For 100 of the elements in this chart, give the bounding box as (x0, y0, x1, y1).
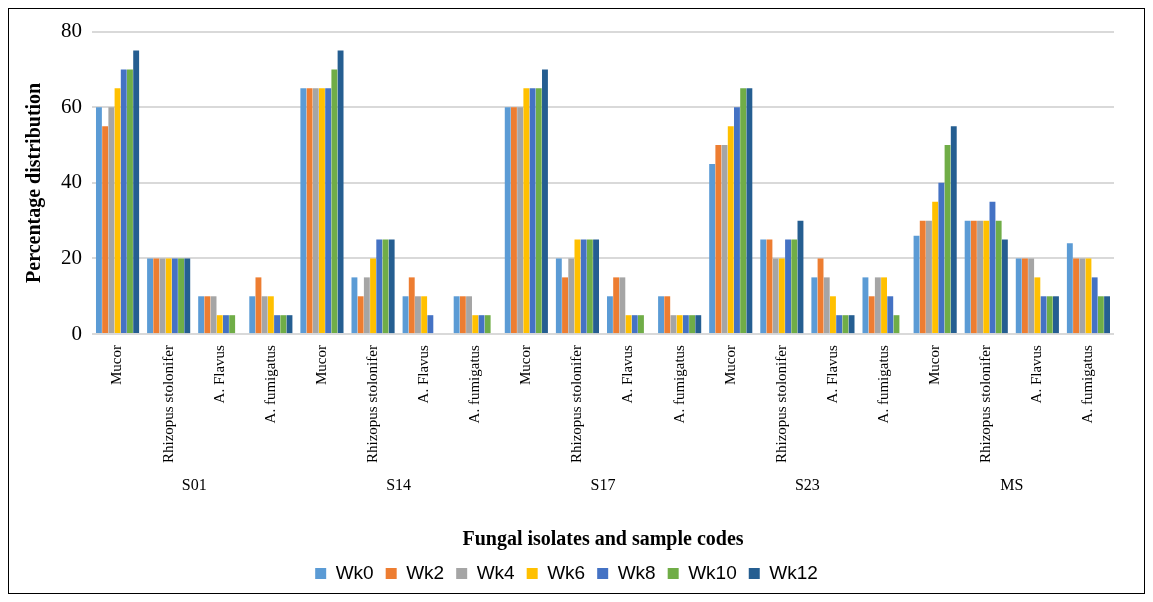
bar (887, 296, 894, 334)
bar (830, 296, 836, 334)
bar (695, 315, 702, 334)
x-tick-label: Mucor (926, 345, 943, 386)
bar (613, 277, 620, 334)
legend-label: Wk12 (769, 561, 818, 583)
bar (868, 296, 875, 334)
bar (510, 107, 517, 334)
bar (944, 145, 951, 334)
legend-label: Wk6 (547, 561, 586, 583)
bar (638, 315, 644, 334)
bar (746, 88, 753, 334)
bar (606, 296, 613, 334)
bar (823, 277, 830, 334)
bar (785, 239, 791, 334)
y-tick-label: 60 (61, 93, 82, 118)
bar (95, 107, 102, 334)
y-tick-label: 40 (61, 169, 82, 194)
bar (351, 277, 358, 334)
bar (178, 258, 185, 334)
bar (337, 50, 344, 334)
bar (319, 88, 325, 334)
bar (964, 220, 971, 334)
bar (198, 296, 205, 334)
bar (676, 315, 683, 334)
y-tick-label: 0 (71, 320, 82, 345)
bar (1097, 296, 1104, 334)
bar (153, 258, 160, 334)
x-tick-label: Mucor (517, 345, 534, 386)
bar (184, 258, 191, 334)
bar (1028, 258, 1035, 334)
bar (331, 69, 338, 334)
bar (280, 315, 287, 334)
bar (267, 296, 274, 334)
text: S23 (794, 476, 820, 494)
bar (593, 239, 600, 334)
bar (171, 258, 178, 334)
y-axis-title: Percentage distribution (22, 82, 46, 283)
x-tick-label: A. Flavus (415, 344, 432, 404)
text: S17 (590, 476, 616, 494)
bar (1053, 296, 1059, 334)
bar (727, 126, 734, 334)
bar (504, 107, 511, 334)
bar (811, 277, 818, 334)
bar (204, 296, 211, 334)
y-tick-label: 20 (61, 244, 82, 269)
bar (133, 50, 140, 334)
bar (1104, 296, 1111, 334)
bar (950, 126, 957, 334)
x-tick-label: Rhizopus stolonifer (772, 345, 789, 463)
bar (586, 239, 593, 334)
x-tick-label: A. fumigatus (874, 344, 891, 424)
x-tick-label: A. fumigatus (1079, 344, 1096, 424)
bar (778, 258, 785, 334)
bar (983, 220, 990, 334)
bar (529, 88, 536, 334)
bar (159, 258, 166, 334)
bar (772, 258, 779, 334)
bar (1001, 239, 1008, 334)
bar (1015, 258, 1022, 334)
bar (472, 315, 479, 334)
bar (147, 258, 153, 334)
bar (357, 296, 364, 334)
bar (120, 69, 127, 334)
bar (517, 107, 524, 334)
bar (408, 277, 415, 334)
bar (1034, 277, 1041, 334)
bar (568, 258, 575, 334)
bar (466, 296, 472, 334)
bar (274, 315, 280, 334)
bar (453, 296, 460, 334)
bar (223, 315, 229, 334)
bar (1040, 296, 1047, 334)
x-tick-label: Rhizopus stolonifer (568, 345, 585, 463)
text: S14 (386, 476, 412, 494)
x-tick-label: Mucor (108, 345, 125, 386)
x-tick-label: Rhizopus stolonifer (977, 345, 994, 463)
bar (1021, 258, 1028, 334)
bar (619, 277, 626, 334)
bar (108, 107, 115, 334)
bar (709, 163, 716, 334)
legend-label: Wk4 (476, 561, 516, 583)
bar (938, 182, 945, 334)
x-tick-label: Rhizopus stolonifer (159, 345, 176, 463)
bar (881, 277, 887, 334)
bar (325, 88, 332, 334)
bar (740, 88, 747, 334)
bar (127, 69, 133, 334)
text: S01 (181, 476, 207, 494)
bar (363, 277, 370, 334)
text: MS (1000, 476, 1024, 494)
bar (1066, 243, 1073, 334)
bar (102, 126, 109, 334)
bar (995, 220, 1002, 334)
x-tick-label: Mucor (312, 345, 329, 386)
bar (658, 296, 664, 334)
bar (580, 239, 587, 334)
bar (874, 277, 881, 334)
bar (926, 220, 932, 334)
x-tick-label: A. Flavus (1028, 344, 1045, 404)
